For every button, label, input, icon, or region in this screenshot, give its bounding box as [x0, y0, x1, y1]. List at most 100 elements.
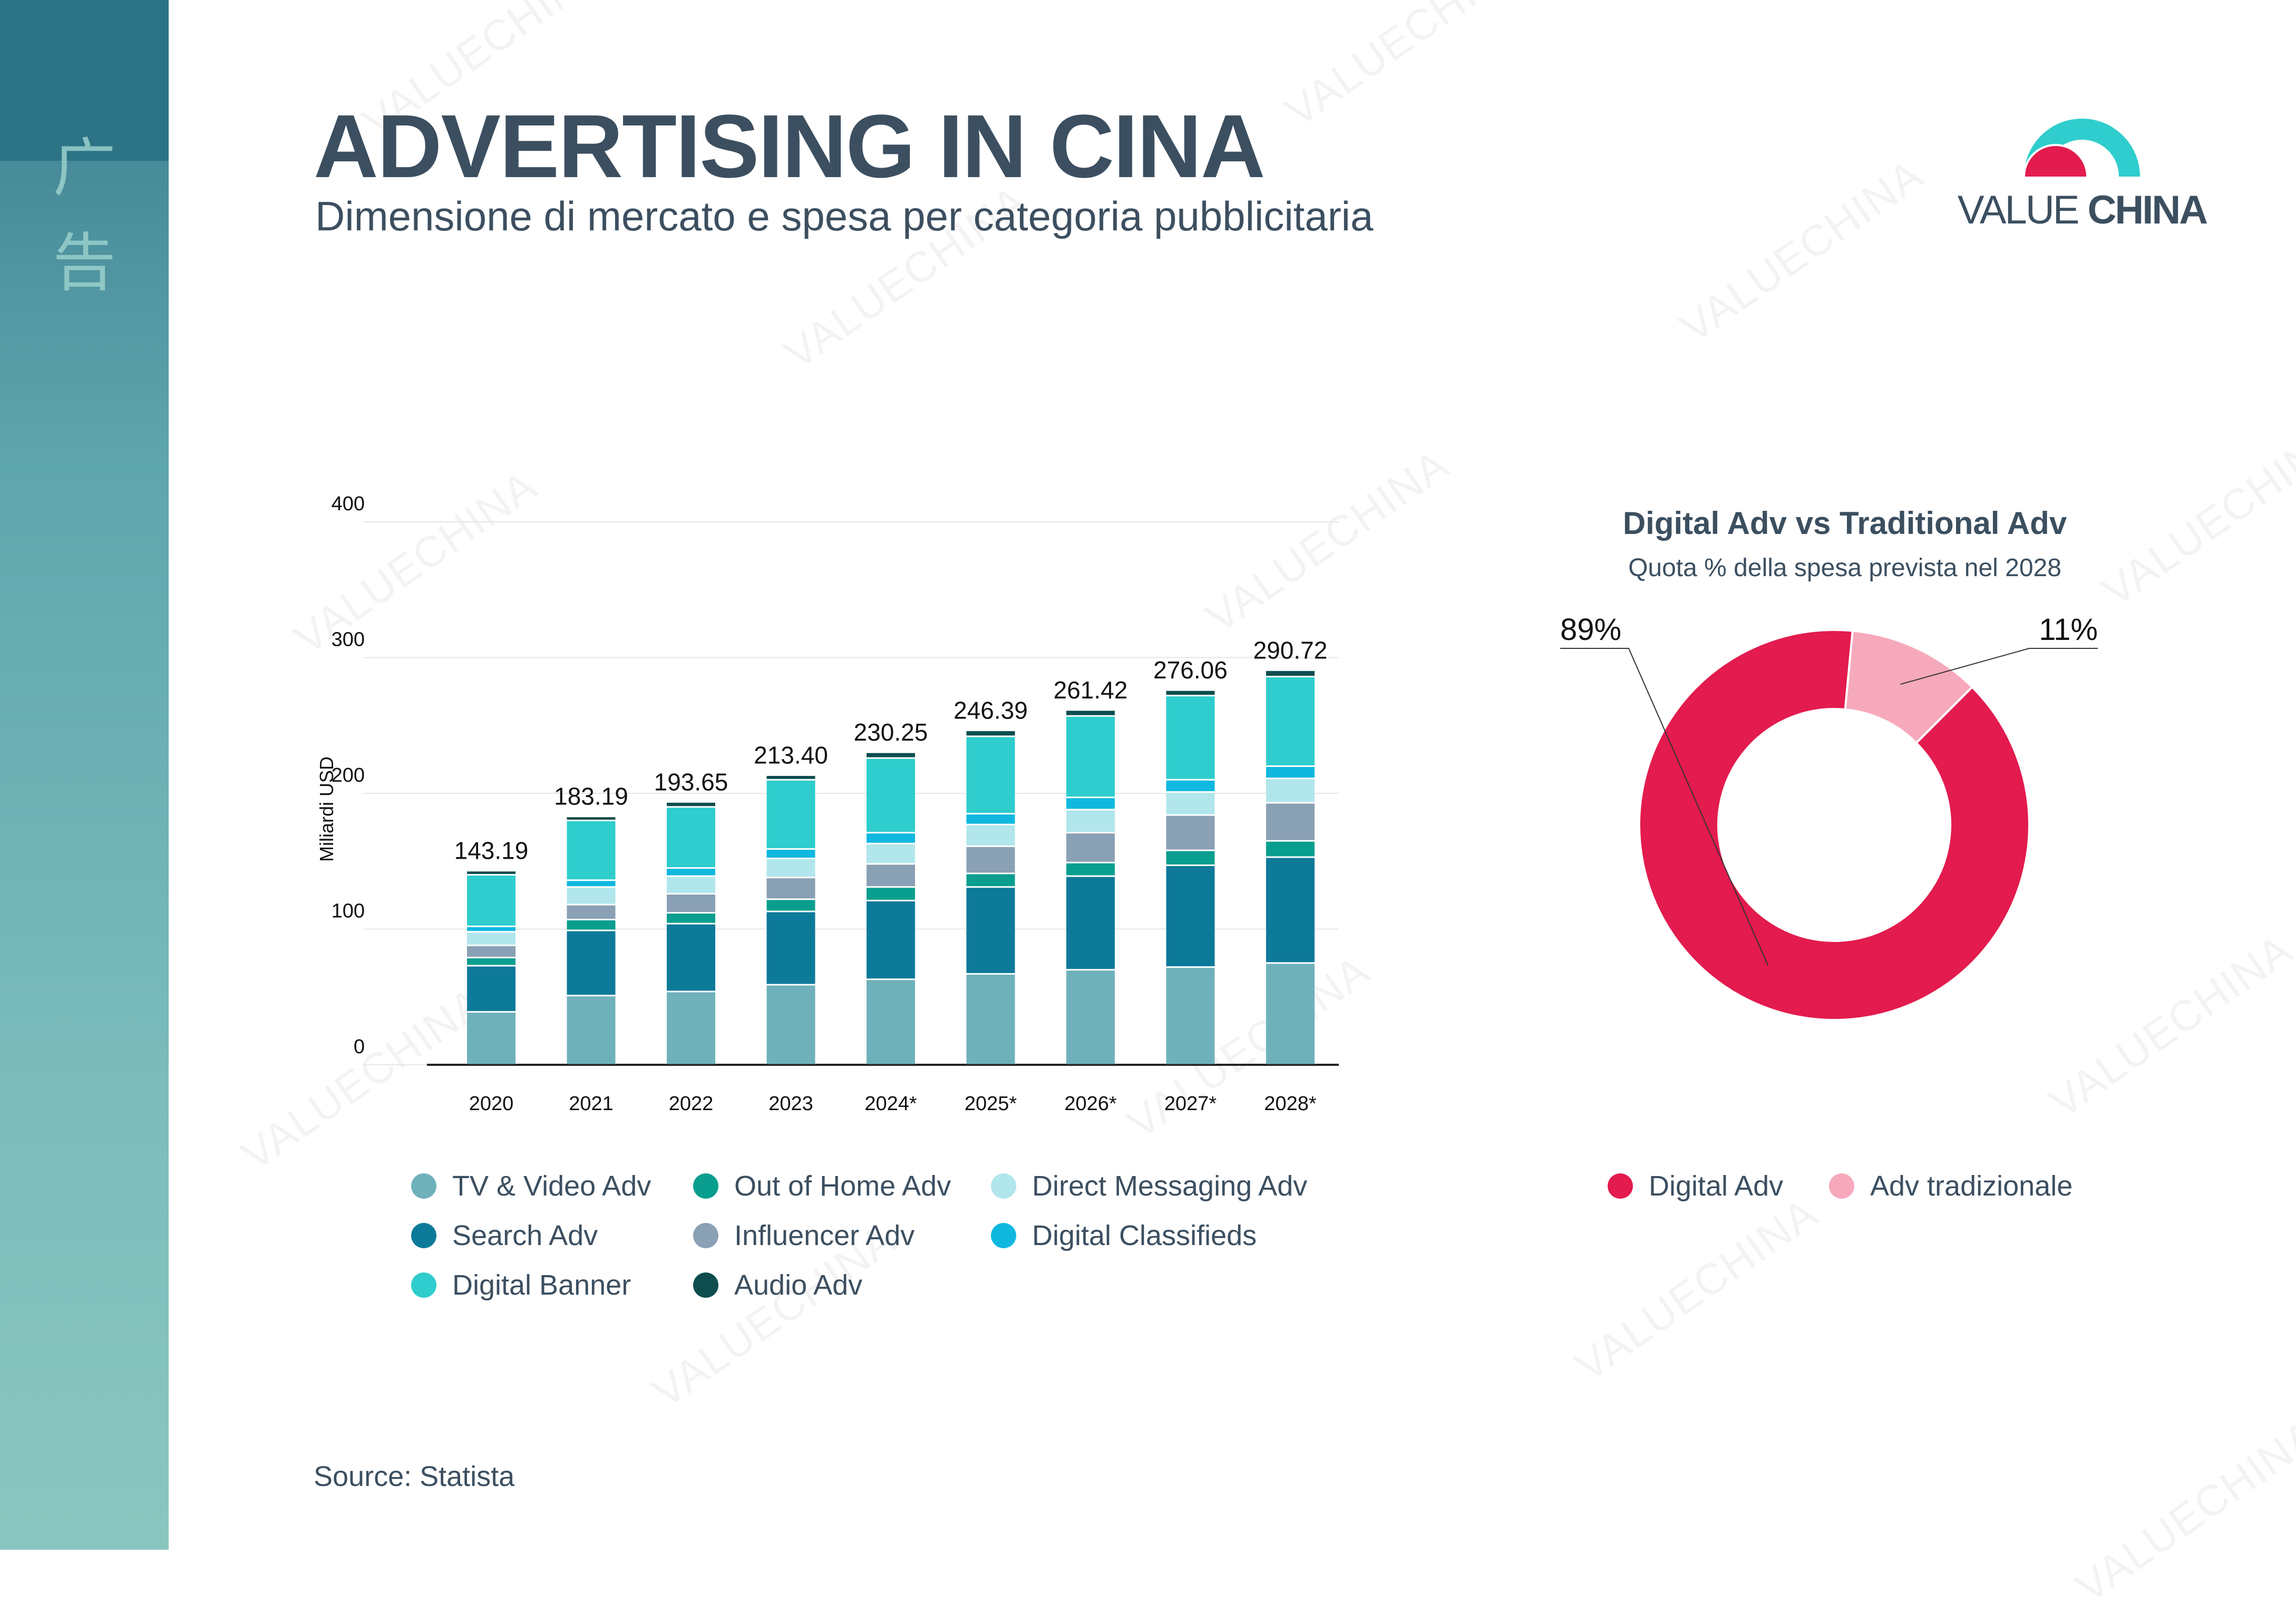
- bar-segment: [1266, 964, 1315, 1064]
- legend-label: Search Adv: [452, 1220, 598, 1251]
- legend-item: Direct Messaging Adv: [991, 1162, 1307, 1210]
- bar-segment: [766, 878, 815, 899]
- y-tick-label: 300: [332, 629, 365, 651]
- logo-text: VALUE CHINA: [1956, 187, 2209, 233]
- legend-item: Audio Adv: [693, 1261, 862, 1309]
- bar-segment: [567, 931, 616, 995]
- bar-total-label: 276.06: [1153, 656, 1228, 684]
- bar-segment: [1066, 970, 1115, 1064]
- donut-legend-item: Digital Adv: [1608, 1162, 1783, 1210]
- bar-segment: [467, 932, 515, 945]
- legend-swatch: [411, 1223, 436, 1248]
- bar-segment: [1166, 780, 1215, 791]
- bar-segment: [766, 912, 815, 984]
- legend-item: TV & Video Adv: [411, 1162, 651, 1210]
- donut-legend-item: Adv tradizionale: [1829, 1162, 2073, 1210]
- bar-segment: [1066, 863, 1115, 876]
- x-tick-label: 2025*: [965, 1093, 1017, 1115]
- legend-label: TV & Video Adv: [452, 1170, 651, 1202]
- bar-segment: [1066, 833, 1115, 862]
- bar-segment: [966, 825, 1015, 846]
- sidebar-glyph-1: 广: [53, 132, 116, 205]
- bar-segment: [467, 871, 515, 874]
- legend-label: Audio Adv: [734, 1269, 863, 1301]
- bar-segment: [467, 1013, 515, 1064]
- bar-segment: [667, 895, 715, 912]
- sidebar-glyph-2: 告: [53, 227, 116, 300]
- bar-total-label: 193.65: [654, 768, 728, 795]
- bar-segment: [966, 974, 1015, 1064]
- bar-total-label: 143.19: [454, 837, 529, 864]
- bar-segment: [1066, 798, 1115, 809]
- bar-segment: [567, 821, 616, 880]
- bar-segment: [467, 966, 515, 1012]
- page-subtitle: Dimensione di mercato e spesa per catego…: [315, 193, 1374, 239]
- x-tick-label: 2024*: [864, 1093, 917, 1115]
- bar-segment: [966, 731, 1015, 736]
- slice-leader-line: [1560, 648, 1769, 966]
- bar-segment: [467, 876, 515, 926]
- slice-percent-label: 89%: [1560, 613, 1621, 647]
- bar-segment: [1266, 858, 1315, 963]
- bar-segment: [1266, 841, 1315, 857]
- donut-chart-legend: Digital Adv Adv tradizionale: [1608, 1162, 2214, 1210]
- bar-segment: [867, 759, 915, 832]
- bar-segment: [966, 847, 1015, 873]
- legend-item: Search Adv: [411, 1212, 598, 1259]
- bar-segment: [867, 844, 915, 863]
- legend-swatch: [693, 1272, 718, 1298]
- bar-segment: [1166, 815, 1215, 850]
- bar-segment: [867, 888, 915, 900]
- slice-leader-line: [1900, 648, 2098, 685]
- stacked-bar-chart: 0 100 200 300 400 Miliardi USD 143.19 2020 183.1…: [316, 493, 1339, 1115]
- legend-label: Influencer Adv: [734, 1220, 915, 1251]
- bar-segment: [667, 924, 715, 991]
- bar-chart-legend: TV & Video Adv Search Adv Digital Banner Ou…: [411, 1162, 1334, 1315]
- x-tick-label: 2023: [768, 1093, 813, 1115]
- bar-segment: [867, 980, 915, 1064]
- bar-segment: [667, 802, 715, 806]
- bar-segment: [1266, 677, 1315, 765]
- legend-swatch: [991, 1223, 1016, 1248]
- bar-segment: [667, 808, 715, 868]
- bar-segment: [766, 850, 815, 858]
- logo-arch-icon: [2023, 119, 2140, 177]
- bar-segment: [1266, 767, 1315, 778]
- legend-label: Digital Banner: [452, 1269, 631, 1301]
- bar-segment: [467, 958, 515, 965]
- legend-swatch: [1829, 1173, 1854, 1199]
- bar-segment: [966, 737, 1015, 813]
- y-tick-label: 400: [332, 493, 365, 515]
- bar-segment: [667, 992, 715, 1064]
- bar-segment: [1066, 810, 1115, 832]
- bar-segment: [1266, 779, 1315, 802]
- bar-segment: [1166, 851, 1215, 864]
- legend-label: Adv tradizionale: [1870, 1170, 2073, 1202]
- bar-segment: [1066, 716, 1115, 797]
- bar-segment: [567, 920, 616, 930]
- bar-segment: [1166, 792, 1215, 814]
- y-tick-label: 200: [332, 764, 365, 786]
- legend-item: Digital Banner: [411, 1261, 631, 1309]
- legend-item: Out of Home Adv: [693, 1162, 951, 1210]
- x-tick-label: 2027*: [1164, 1093, 1217, 1115]
- bar-segment: [567, 996, 616, 1064]
- bar-segment: [867, 901, 915, 979]
- bar-total-label: 261.42: [1054, 676, 1128, 704]
- bar-total-label: 246.39: [954, 697, 1028, 724]
- sidebar: 广 告: [0, 0, 169, 1550]
- donut-chart-panel: Digital Adv vs Traditional Adv Quota % d…: [1539, 495, 2224, 1233]
- x-tick-label: 2020: [469, 1093, 514, 1115]
- bar-segment: [667, 869, 715, 876]
- legend-label: Digital Classifieds: [1032, 1220, 1257, 1251]
- legend-label: Direct Messaging Adv: [1032, 1170, 1308, 1202]
- bar-segment: [966, 814, 1015, 824]
- bar-segment: [467, 946, 515, 957]
- bar-segment: [766, 985, 815, 1064]
- bar-segment: [766, 775, 815, 779]
- legend-swatch: [1608, 1173, 1633, 1199]
- legend-swatch: [991, 1173, 1016, 1199]
- bar-segment: [467, 927, 515, 931]
- bar-segment: [766, 900, 815, 911]
- value-china-logo: VALUE CHINA: [1956, 108, 2209, 235]
